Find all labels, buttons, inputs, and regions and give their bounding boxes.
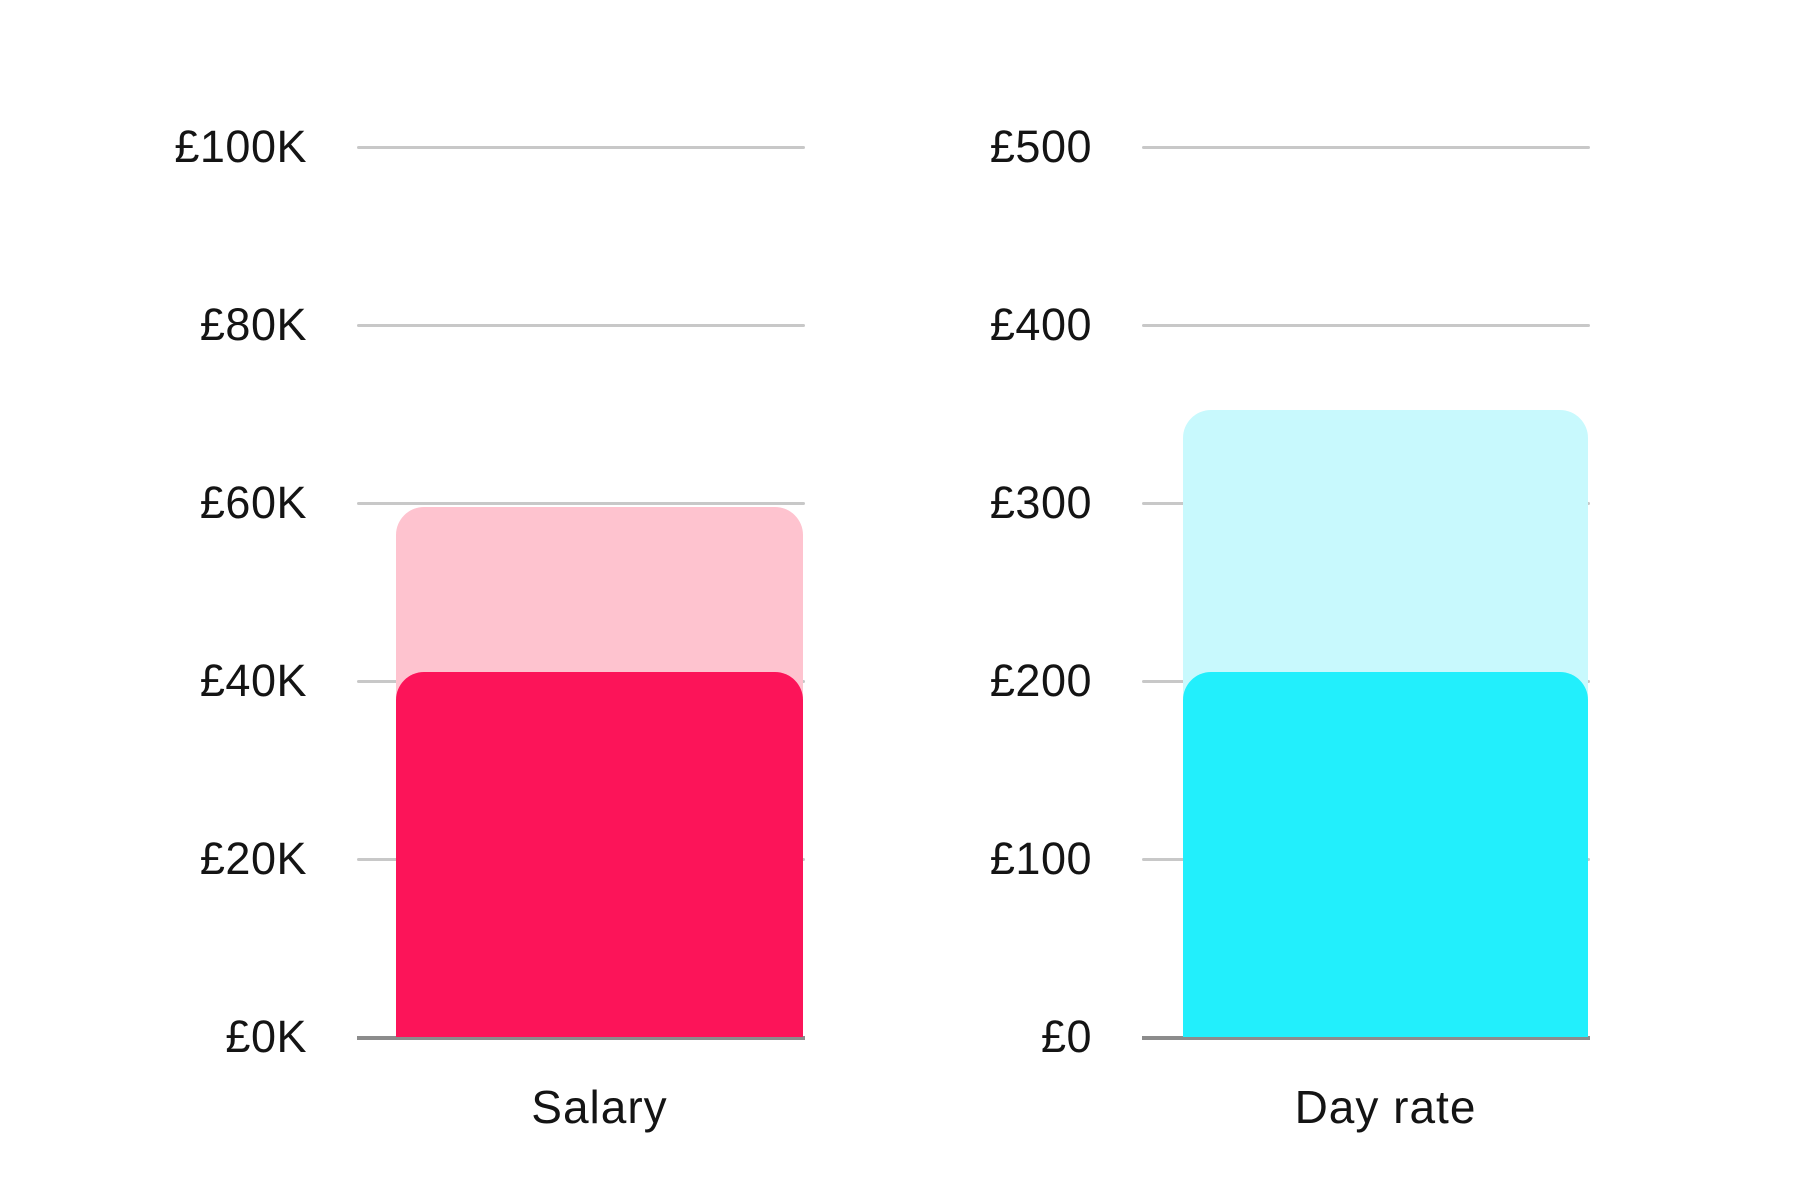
gridline [1142,323,1590,327]
gridline [357,501,805,505]
axis-baseline [357,1036,805,1040]
y-tick-label: £0K [225,1011,307,1062]
y-tick-label: £200 [989,655,1092,706]
gridline [1142,145,1590,149]
x-category-label: Salary [531,1081,668,1133]
y-tick-label: £400 [989,299,1092,350]
bar-salary-current [396,672,803,1037]
gridline [357,145,805,149]
y-tick-label: £100 [989,833,1092,884]
y-tick-label: £500 [989,121,1092,172]
bar-dayrate-current [1183,672,1588,1037]
y-tick-label: £20K [199,833,307,884]
y-tick-label: £80K [199,299,307,350]
y-tick-label: £300 [989,477,1092,528]
axis-baseline [1142,1036,1590,1040]
y-tick-label: £0 [1040,1011,1092,1062]
y-tick-label: £100K [174,121,307,172]
y-tick-label: £60K [199,477,307,528]
x-category-label: Day rate [1294,1081,1477,1133]
y-tick-label: £40K [199,655,307,706]
gridline [357,323,805,327]
